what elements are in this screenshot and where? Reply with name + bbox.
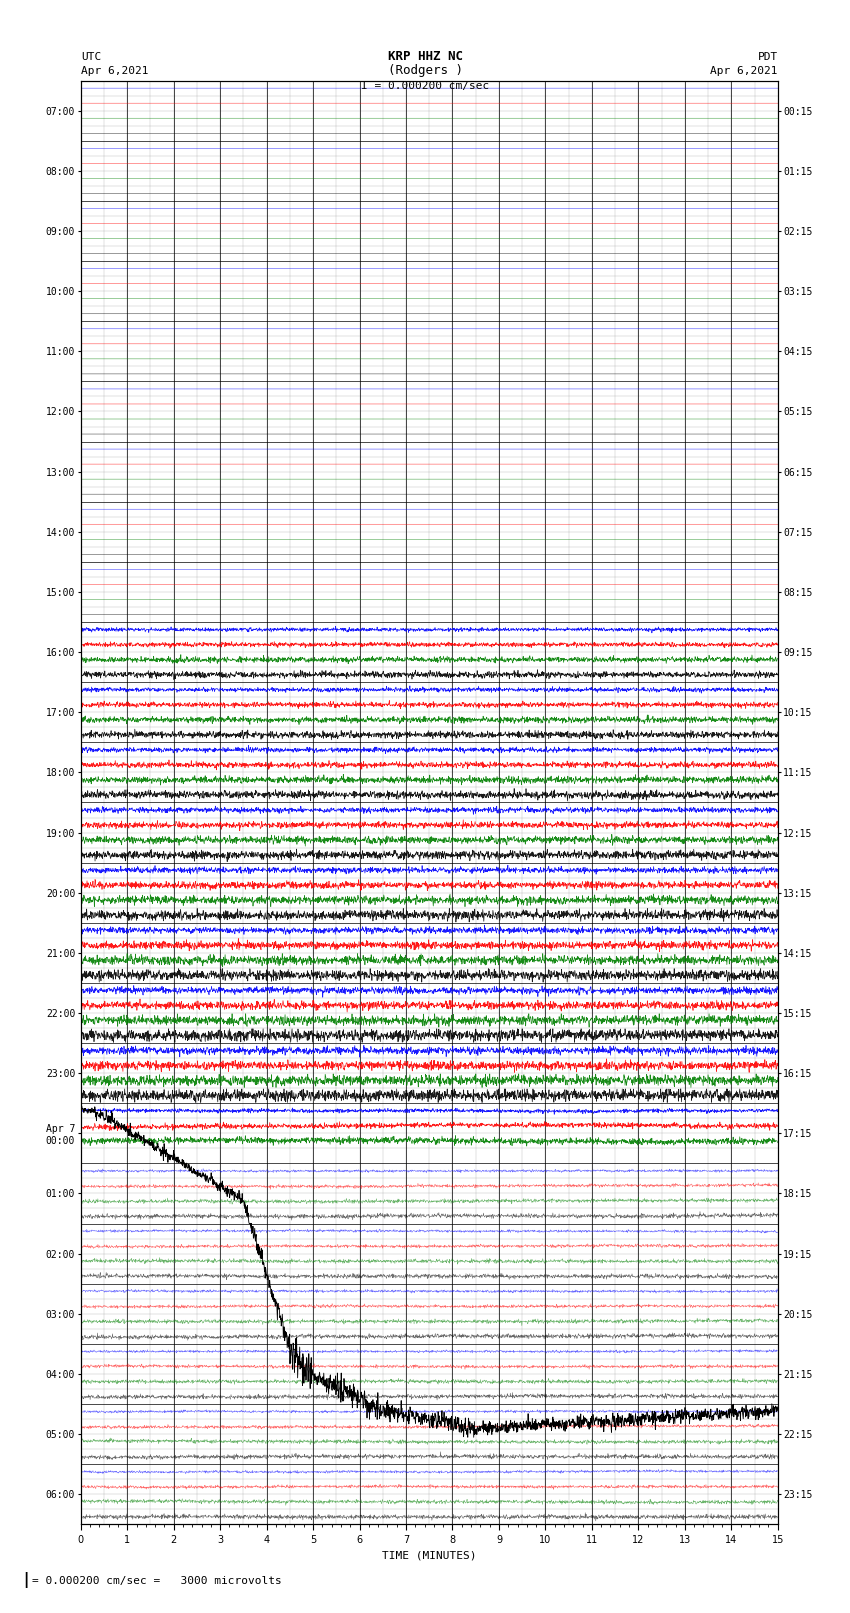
Text: (Rodgers ): (Rodgers ) <box>388 65 462 77</box>
X-axis label: TIME (MINUTES): TIME (MINUTES) <box>382 1550 477 1560</box>
Text: PDT: PDT <box>757 52 778 61</box>
Text: Apr 6,2021: Apr 6,2021 <box>81 66 148 76</box>
Text: KRP HHZ NC: KRP HHZ NC <box>388 50 462 63</box>
Text: = 0.000200 cm/sec =   3000 microvolts: = 0.000200 cm/sec = 3000 microvolts <box>32 1576 282 1586</box>
Text: Apr 6,2021: Apr 6,2021 <box>711 66 778 76</box>
Text: I = 0.000200 cm/sec: I = 0.000200 cm/sec <box>361 81 489 90</box>
Text: |: | <box>21 1573 31 1587</box>
Text: UTC: UTC <box>81 52 101 61</box>
